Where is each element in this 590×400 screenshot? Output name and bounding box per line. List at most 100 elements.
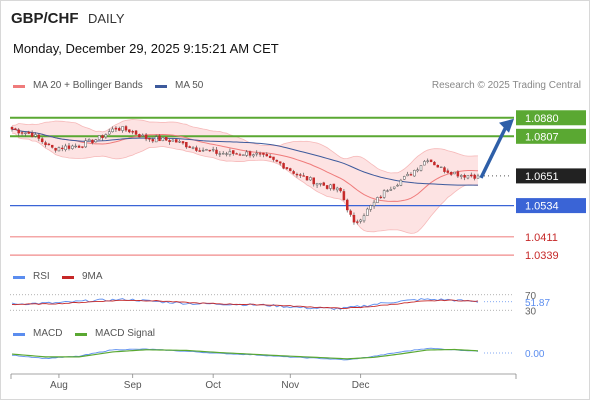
macd-legend: MACD: [33, 328, 63, 339]
price-label-box-3: [516, 198, 586, 214]
candle-body: [349, 210, 352, 215]
candle-body: [329, 184, 332, 189]
x-axis-label-0: Aug: [50, 380, 68, 391]
rsi-ma-swatch: [62, 276, 74, 279]
candle-body: [238, 154, 242, 156]
candle-body: [419, 165, 423, 171]
price-label-1: 1.0807: [525, 131, 559, 143]
candle-body: [14, 128, 17, 130]
candle-body: [17, 129, 20, 134]
candle-body: [50, 144, 54, 148]
candle-body: [67, 145, 71, 149]
candle-body: [396, 184, 399, 187]
bollinger-upper-line: [11, 119, 479, 174]
candle-body: [77, 145, 81, 148]
candle-body: [171, 139, 175, 142]
candle-body: [232, 150, 235, 154]
candle-body: [124, 126, 128, 131]
candle-body: [134, 130, 138, 135]
candle-body: [121, 126, 124, 131]
candle-body: [148, 137, 151, 140]
candle-body: [282, 163, 285, 169]
candle-body: [44, 142, 47, 146]
candle-body: [91, 139, 94, 143]
candle-body: [94, 139, 98, 143]
candle-body: [64, 145, 67, 150]
candle-body: [352, 215, 356, 223]
candle-body: [409, 174, 413, 176]
candle-body: [235, 153, 238, 155]
candle-body: [20, 132, 24, 134]
candle-body: [285, 167, 289, 169]
bollinger-lower-line: [11, 132, 479, 234]
price-label-box-0: [516, 110, 586, 126]
candle-body: [151, 139, 155, 142]
candle-body: [406, 173, 409, 177]
datetime-label: Monday, December 29, 2025 9:15:21 AM CET: [13, 41, 279, 56]
rsi-swatch: [13, 276, 25, 279]
macd-zero-label: 0.00: [525, 349, 545, 360]
candle-body: [439, 166, 443, 168]
candle-body: [359, 219, 362, 222]
forecast-arrow-head: [499, 118, 514, 133]
candle-body: [453, 171, 456, 175]
candle-body: [81, 146, 84, 148]
candle-body: [138, 134, 141, 138]
candle-body: [128, 129, 131, 133]
candle-body: [443, 167, 446, 172]
candle-body: [37, 134, 41, 139]
symbol-title: GBP/CHF: [11, 10, 79, 27]
candle-body: [402, 176, 406, 180]
candle-body: [255, 152, 258, 155]
candle-body: [413, 170, 416, 177]
x-axis-label-2: Oct: [205, 380, 221, 391]
candle-body: [34, 134, 37, 137]
candle-body: [185, 141, 188, 148]
ma20-line: [11, 128, 479, 202]
macd-signal-legend: MACD Signal: [95, 328, 156, 339]
candle-body: [30, 132, 34, 137]
candle-body: [131, 131, 134, 133]
candle-body: [386, 190, 389, 192]
candle-body: [302, 175, 305, 177]
candle-body: [426, 160, 429, 162]
candle-body: [362, 215, 366, 222]
candle-body: [242, 154, 245, 156]
candle-body: [87, 139, 91, 142]
candle-body: [218, 153, 222, 155]
macd-signal-line: [11, 348, 479, 360]
candle-body: [382, 190, 386, 198]
candle-body: [27, 131, 31, 134]
candle-body: [366, 208, 369, 216]
candle-body: [101, 135, 104, 139]
candle-body: [436, 165, 440, 168]
candle-body: [215, 149, 218, 154]
x-axis-label-1: Sep: [124, 380, 142, 391]
candle-body: [225, 153, 228, 155]
candle-body: [429, 159, 433, 162]
candle-body: [346, 199, 349, 211]
candle-body: [449, 172, 453, 175]
candle-body: [299, 174, 302, 176]
macd-swatch: [13, 333, 25, 336]
candle-body: [476, 175, 480, 179]
candle-body: [97, 135, 101, 140]
ma20-bb-legend: MA 20 + Bollinger Bands: [33, 80, 143, 91]
candle-body: [473, 174, 476, 179]
price-label-box-1: [516, 128, 586, 144]
candle-body: [305, 176, 309, 181]
ma20-swatch: [13, 85, 25, 88]
candle-body: [322, 182, 326, 186]
candle-body: [268, 155, 272, 158]
ma50-swatch: [155, 85, 167, 88]
candle-body: [312, 177, 315, 185]
candle-body: [188, 146, 191, 148]
candle-body: [433, 161, 436, 166]
candle-body: [339, 187, 342, 192]
candle-body: [178, 141, 181, 143]
macd-signal-swatch: [75, 333, 87, 336]
candle-body: [107, 131, 111, 135]
candle-body: [309, 177, 312, 181]
candle-body: [158, 135, 161, 142]
